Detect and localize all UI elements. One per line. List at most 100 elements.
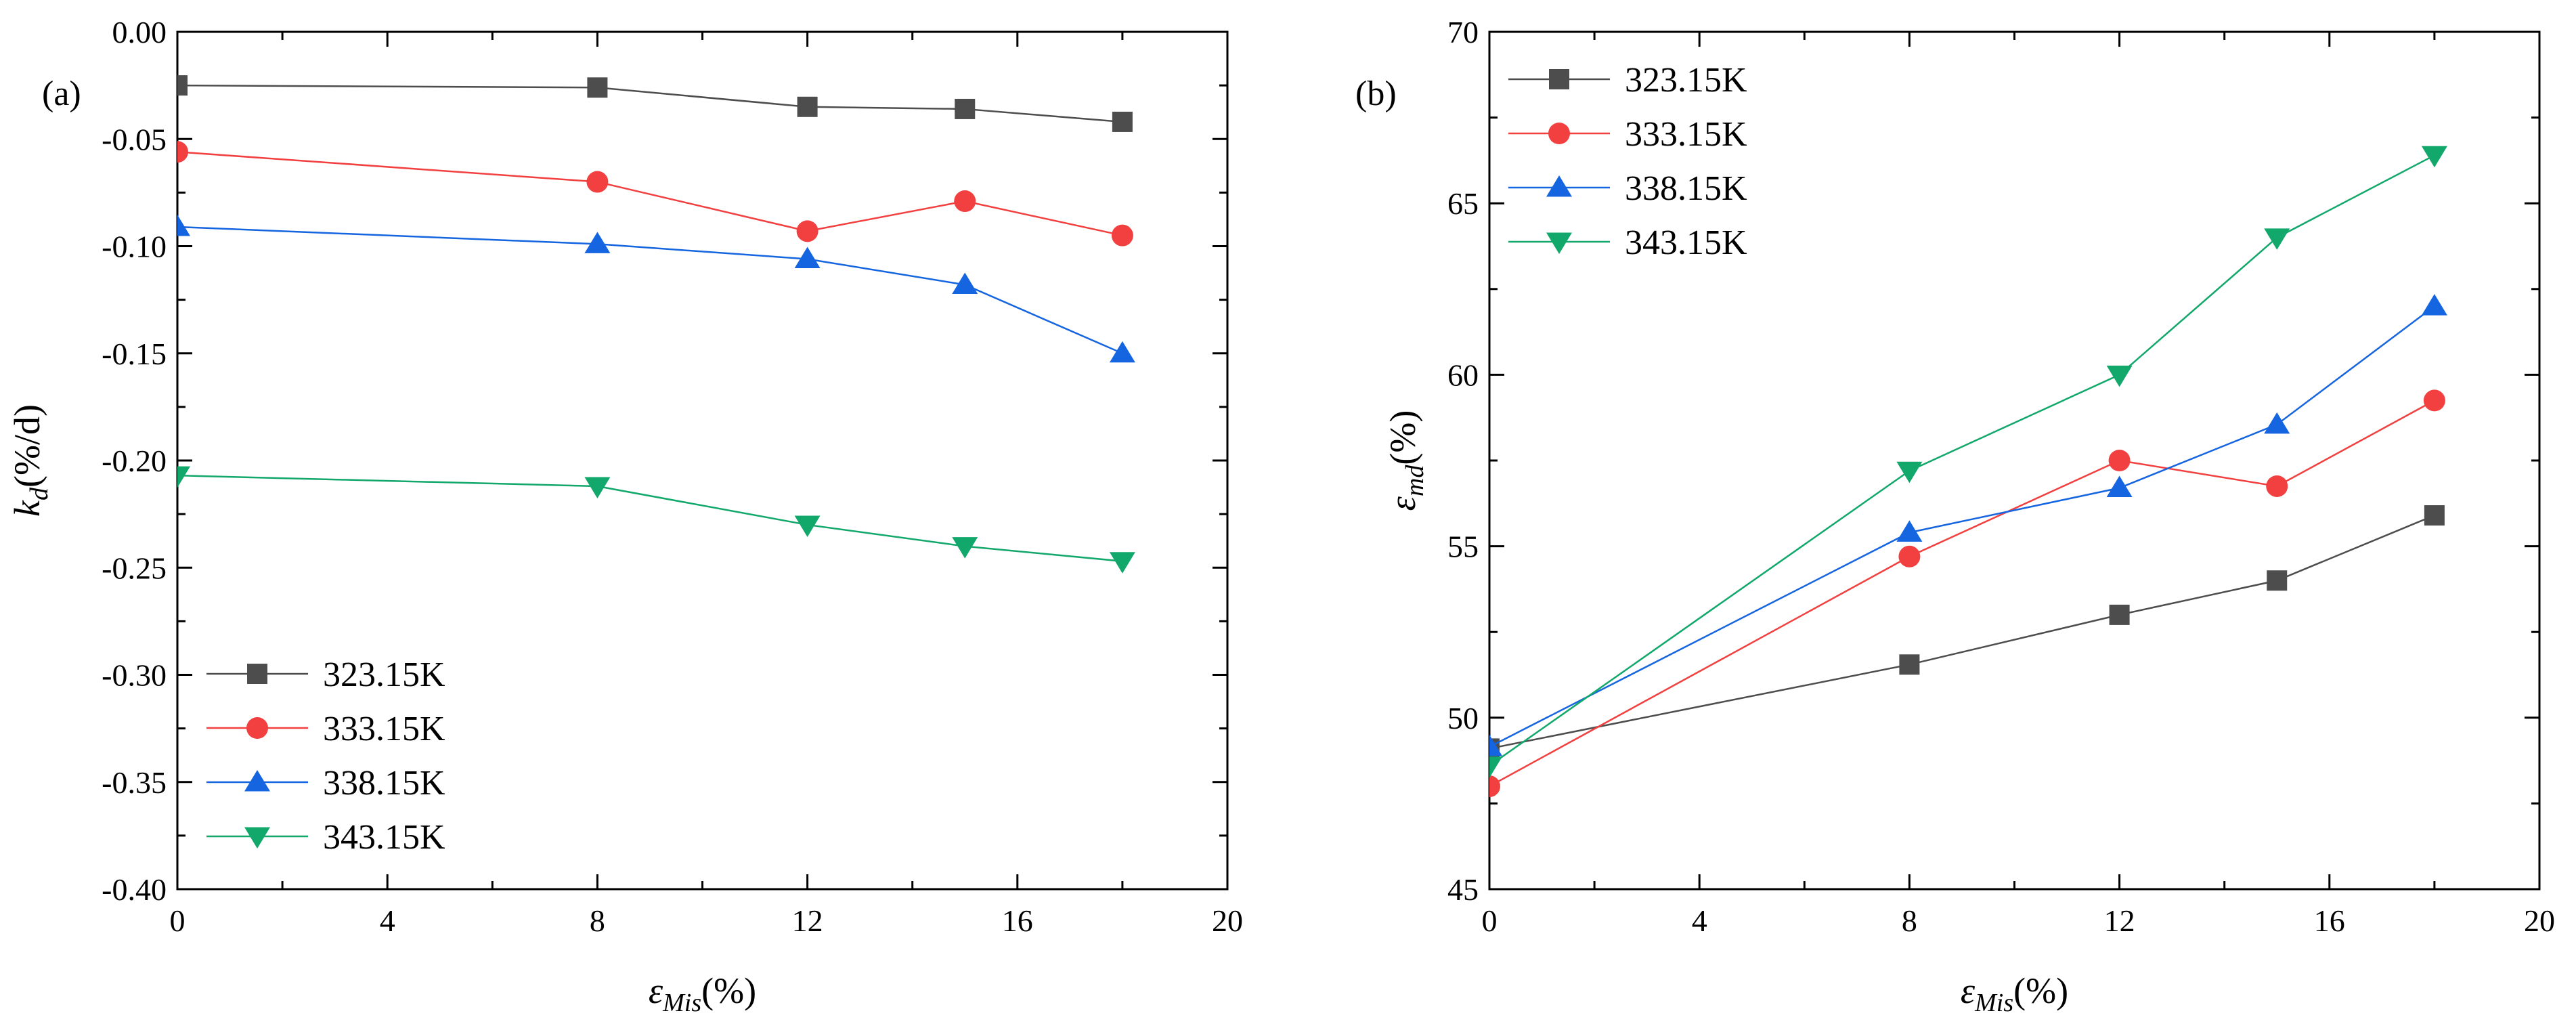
- panel-a-series-338-15K: [177, 215, 1135, 363]
- panel-a-x-axis-subscript: Mis: [662, 989, 701, 1017]
- panel-b-panel-label: (b): [1355, 74, 1397, 113]
- panel-a-legend-label: 343.15K: [323, 818, 445, 857]
- panel-a-plot-frame: [176, 30, 1229, 891]
- panel-b-legend-item-323-15K: 323.15K: [1508, 61, 1747, 100]
- panel-a-data-point-333-15K: [954, 190, 976, 213]
- panel-a-legend-marker: [244, 827, 270, 849]
- panel-b-legend-item-343-15K: 343.15K: [1508, 223, 1747, 262]
- panel-b-data-point-333-15K: [1489, 775, 1500, 798]
- panel-b-series-line-333-15K: [1489, 400, 2435, 788]
- panel-a-x-tick-label: 16: [1002, 903, 1033, 938]
- panel-a-data-point-323-15K: [1112, 111, 1133, 132]
- panel-b-legend-item-333-15K: 333.15K: [1508, 115, 1747, 154]
- panel-a-y-tick-label: 0.00: [112, 15, 167, 49]
- panel-a-y-tick-label: -0.20: [102, 444, 167, 478]
- panel-b-data-point-333-15K: [1898, 545, 1921, 567]
- panel-b-series-333-15K: [1489, 389, 2445, 798]
- panel-b-data-point-343-15K: [1489, 756, 1502, 778]
- panel-b-data-point-333-15K: [2423, 389, 2445, 412]
- panel-b-x-tick-label: 8: [1902, 903, 1917, 938]
- panel-b-legend-label: 338.15K: [1625, 169, 1747, 208]
- panel-a-data-point-338-15K: [584, 232, 611, 253]
- panel-a-data-point-338-15K: [952, 272, 978, 294]
- panel-a-legend-marker: [246, 717, 268, 739]
- panel-a-x-axis-title: εMis(%): [649, 970, 756, 1017]
- panel-a-data-point-323-15K: [955, 98, 976, 119]
- panel-b-legend-marker: [1549, 69, 1569, 89]
- panel-b-y-tick-label: 65: [1447, 186, 1479, 221]
- panel-b-data-point-323-15K: [2109, 604, 2130, 625]
- panel-a-series-line-343-15K: [177, 474, 1123, 562]
- panel-b-plot-frame: [1488, 30, 2541, 891]
- panel-b-series-line-323-15K: [1489, 514, 2435, 750]
- panel-a-series-line-323-15K: [177, 84, 1123, 123]
- panel-a-data-point-343-15K: [952, 537, 978, 559]
- panel-a-x-tick-label: 20: [1212, 903, 1243, 938]
- panel-b-y-tick-label: 50: [1447, 701, 1479, 735]
- panel-a-panel-label: (a): [42, 74, 81, 113]
- panel-b-x-axis-symbol: ε: [1961, 970, 1975, 1011]
- panel-b-data-point-323-15K: [1899, 654, 1920, 675]
- panel-b-legend-marker: [1546, 175, 1572, 197]
- panel-a-y-axis-title: kd(%/d): [7, 404, 53, 517]
- panel-b-legend-label: 323.15K: [1625, 61, 1747, 100]
- panel-b-plot-area: [1489, 146, 2447, 798]
- panel-a-y-axis-subscript: d: [25, 487, 53, 500]
- panel-b-y-tick-label: 55: [1447, 530, 1479, 564]
- panel-b-x-tick-label: 12: [2104, 903, 2135, 938]
- panel-a-legend-marker: [247, 664, 267, 684]
- panel-b-data-point-338-15K: [1489, 734, 1502, 756]
- panel-a-x-axis-unit: (%): [701, 970, 756, 1011]
- panel-a-data-point-338-15K: [177, 215, 190, 236]
- panel-a-y-tick-label: -0.35: [102, 765, 167, 800]
- panel-a-legend-item-338-15K: 338.15K: [206, 764, 445, 802]
- panel-a-series-line-338-15K: [177, 226, 1123, 354]
- panel-b-series-338-15K: [1489, 294, 2447, 756]
- panel-b-data-point-338-15K: [1896, 520, 1923, 542]
- panel-b-x-tick-label: 20: [2524, 903, 2555, 938]
- panel-b-y-tick-label: 60: [1447, 358, 1479, 392]
- panel-b-y-tick-label: 45: [1447, 872, 1479, 907]
- panel-b-data-point-343-15K: [1896, 461, 1923, 484]
- panel-a-data-point-333-15K: [586, 171, 609, 193]
- panel-a-y-tick-label: -0.25: [102, 551, 167, 585]
- panel-a-data-point-343-15K: [794, 515, 821, 537]
- panel-b-legend-label: 333.15K: [1625, 115, 1747, 154]
- panel-b-data-point-333-15K: [2108, 450, 2131, 471]
- panel-a-x-tick-label: 12: [792, 903, 823, 938]
- panel-a-y-tick-label: -0.40: [102, 872, 167, 907]
- panel-a-data-point-333-15K: [177, 141, 188, 163]
- panel-b-legend-label: 343.15K: [1625, 223, 1747, 262]
- panel-b-series-line-338-15K: [1489, 305, 2435, 748]
- panel-b-x-tick-label: 16: [2314, 903, 2345, 938]
- panel-b-x-axis-unit: (%): [2013, 970, 2068, 1011]
- panel-b-data-point-333-15K: [2266, 475, 2288, 497]
- panel-a-data-point-333-15K: [796, 220, 818, 242]
- panel-a-y-axis-symbol: k: [7, 500, 47, 517]
- panel-a-y-tick-label: -0.30: [102, 658, 167, 693]
- panel-b: 0 4 8 12 16 20 45 50 55 60 65 70 323.15K 333.15K 338.1…: [1355, 15, 2555, 1017]
- panel-a-x-tick-label: 8: [590, 903, 605, 938]
- panel-a-data-point-323-15K: [177, 75, 188, 96]
- panel-b-data-point-338-15K: [2421, 294, 2447, 316]
- panel-a-data-point-323-15K: [587, 77, 608, 98]
- panel-a-legend-item-343-15K: 343.15K: [206, 818, 445, 857]
- panel-b-legend-marker: [1548, 123, 1570, 144]
- panel-b-y-axis-subscript: md: [1401, 465, 1429, 496]
- panel-b-data-point-338-15K: [2264, 412, 2290, 434]
- panel-b-series-323-15K: [1489, 505, 2445, 759]
- panel-b-data-point-343-15K: [2264, 228, 2290, 250]
- panel-a-series-333-15K: [177, 141, 1133, 247]
- panel-b-x-axis-title: εMis(%): [1961, 970, 2068, 1017]
- panel-a-legend-label: 323.15K: [323, 656, 445, 694]
- panel-a-data-point-333-15K: [1111, 224, 1133, 247]
- panel-b-y-tick-label: 70: [1447, 15, 1479, 49]
- panel-b-data-point-343-15K: [2421, 146, 2447, 168]
- panel-a: 0 4 8 12 16 20 0.00 -0.05 -0.10 -0.15 -0.20 -0.25 -0…: [7, 15, 1243, 1017]
- panel-a-y-tick-label: -0.15: [102, 337, 167, 371]
- panel-a-x-tick-label: 4: [380, 903, 395, 938]
- panel-b-series-343-15K: [1489, 146, 2447, 778]
- panel-a-legend-marker: [244, 770, 270, 792]
